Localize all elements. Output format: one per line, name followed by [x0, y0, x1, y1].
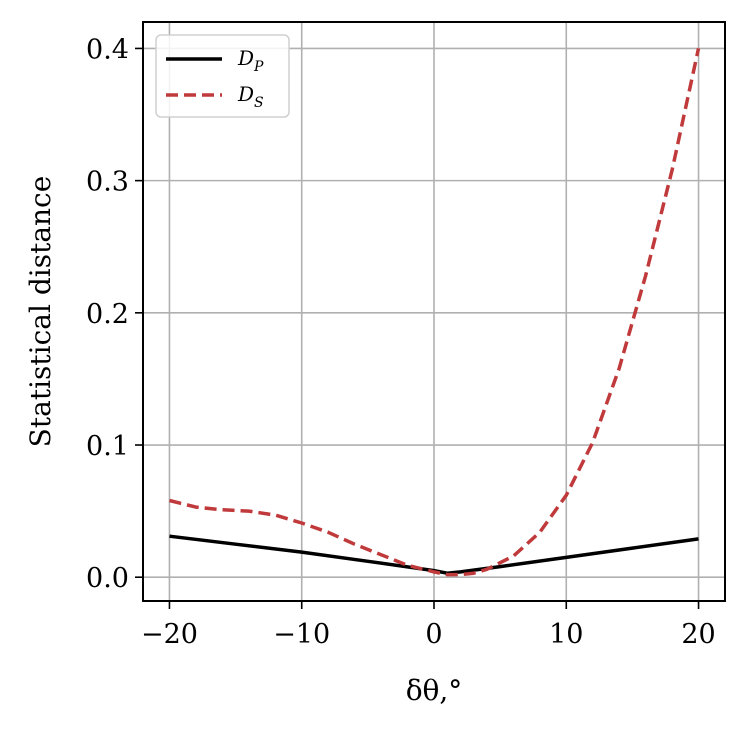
series-line-d-s	[169, 48, 701, 577]
x-tick-label: −10	[273, 619, 330, 650]
y-tick-label: 0.1	[86, 431, 129, 462]
axis-ticks: −20 −10 0 10 20 0.0 0.1 0.2 0.3 0.4	[86, 34, 716, 650]
y-tick-label: 0.2	[86, 299, 129, 330]
legend-box	[155, 34, 290, 118]
y-tick-label: 0.3	[86, 167, 129, 198]
y-tick-label: 0.0	[86, 563, 129, 594]
x-tick-label: 10	[549, 619, 583, 650]
x-tick-label: −20	[141, 619, 198, 650]
y-axis-label: Statistical distance	[24, 176, 57, 448]
series-lines	[169, 48, 701, 577]
y-tick-label: 0.4	[86, 34, 129, 65]
x-tick-label: 0	[425, 619, 442, 650]
x-tick-label: 20	[681, 619, 715, 650]
grid-lines	[143, 22, 725, 601]
x-axis-label: δθ,°	[406, 674, 463, 707]
